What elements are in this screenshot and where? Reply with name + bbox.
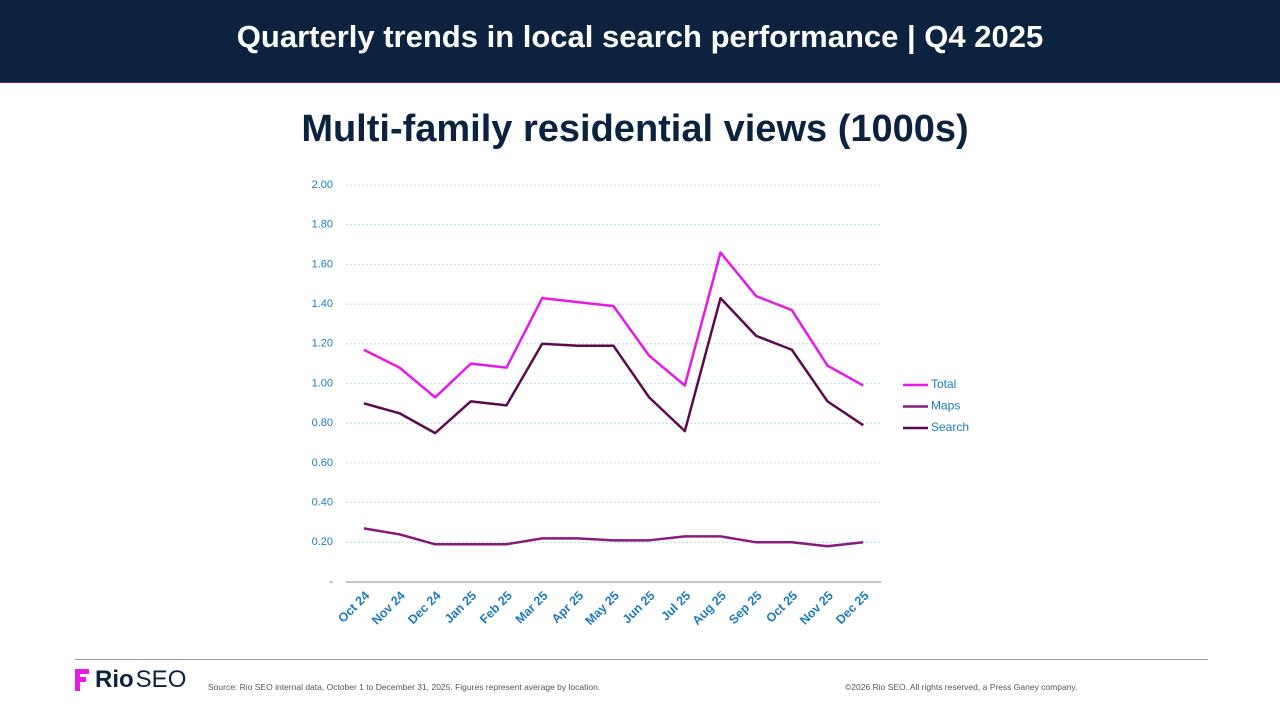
x-tick-label: Feb 25 bbox=[477, 589, 515, 627]
x-tick-label: May 25 bbox=[583, 589, 622, 628]
y-tick-label: 1.40 bbox=[312, 298, 333, 310]
x-tick-label: Mar 25 bbox=[513, 589, 551, 627]
header-title: Quarterly trends in local search perform… bbox=[236, 19, 1044, 54]
copyright: ©2026 Rio SEO. All rights reserved, a Pr… bbox=[845, 682, 1078, 692]
x-tick-label: Nov 24 bbox=[369, 589, 408, 628]
y-tick-label: 0.80 bbox=[312, 417, 333, 429]
series-line bbox=[363, 296, 864, 435]
x-tick-label: Jan 25 bbox=[442, 589, 479, 626]
legend-label: Maps bbox=[931, 399, 960, 413]
x-tick-label: Dec 24 bbox=[405, 589, 443, 627]
logo-bold: Rio bbox=[95, 666, 134, 693]
x-tick-label: Apr 25 bbox=[549, 589, 586, 626]
y-tick-label: 1.20 bbox=[312, 338, 333, 350]
series-line bbox=[363, 251, 864, 399]
y-tick-label: 0.60 bbox=[312, 457, 333, 469]
header: Quarterly trends in local search perform… bbox=[0, 0, 1280, 83]
logo-icon bbox=[75, 669, 89, 691]
logo: Rio SEO bbox=[75, 666, 186, 694]
y-tick-label: - bbox=[329, 576, 333, 588]
footer-divider bbox=[75, 659, 1208, 660]
logo-light: SEO bbox=[135, 666, 187, 693]
x-tick-label: Sep 25 bbox=[726, 589, 764, 627]
y-tick-label: 0.40 bbox=[312, 497, 333, 509]
series-line bbox=[363, 527, 864, 548]
x-tick-label: Jun 25 bbox=[620, 589, 658, 627]
y-tick-label: 1.80 bbox=[312, 219, 333, 231]
legend-label: Total bbox=[931, 377, 956, 391]
y-tick-label: 0.20 bbox=[312, 536, 333, 548]
y-tick-label: 1.60 bbox=[312, 258, 333, 270]
x-tick-label: Aug 25 bbox=[690, 589, 729, 628]
x-tick-label: Oct 24 bbox=[335, 589, 372, 626]
y-tick-label: 1.00 bbox=[312, 377, 333, 389]
x-tick-label: Dec 25 bbox=[833, 589, 871, 627]
source-note: Source: Rio SEO internal data, October 1… bbox=[208, 682, 601, 692]
y-tick-label: 2.00 bbox=[312, 179, 333, 191]
x-tick-label: Nov 25 bbox=[797, 589, 836, 628]
x-tick-label: Oct 25 bbox=[763, 589, 800, 626]
x-tick-label: Jul 25 bbox=[658, 589, 693, 624]
chart-title: Multi-family residential views (1000s) bbox=[301, 108, 969, 150]
legend-label: Search bbox=[931, 420, 969, 434]
